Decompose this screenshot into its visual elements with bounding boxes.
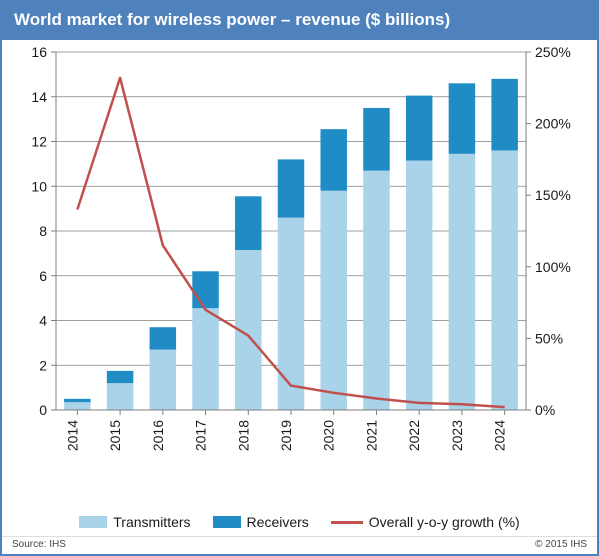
legend-swatch-receivers	[213, 516, 241, 528]
svg-text:2016: 2016	[150, 420, 166, 451]
svg-text:16: 16	[31, 44, 47, 60]
svg-text:6: 6	[39, 268, 47, 284]
chart-title: World market for wireless power – revenu…	[2, 2, 597, 40]
svg-text:8: 8	[39, 223, 47, 239]
svg-text:2022: 2022	[406, 420, 422, 451]
svg-text:0: 0	[39, 402, 47, 418]
svg-text:200%: 200%	[535, 116, 571, 132]
svg-text:4: 4	[39, 313, 47, 329]
chart-footer: Source: IHS © 2015 IHS	[2, 536, 597, 554]
chart-svg: 0 2 4 6 8 10 12 14 16 0% 50% 100% 150% 200% 250% 2014 20…	[2, 40, 597, 472]
svg-text:2023: 2023	[449, 420, 465, 451]
chart-legend: Transmitters Receivers Overall y-o-y gro…	[2, 510, 597, 536]
svg-text:2024: 2024	[492, 420, 508, 451]
svg-text:100%: 100%	[535, 259, 571, 275]
legend-item-receivers: Receivers	[213, 514, 309, 530]
legend-swatch-transmitters	[79, 516, 107, 528]
legend-item-transmitters: Transmitters	[79, 514, 190, 530]
svg-text:2: 2	[39, 357, 47, 373]
legend-label-receivers: Receivers	[247, 514, 309, 530]
svg-text:12: 12	[31, 134, 47, 150]
svg-text:2020: 2020	[321, 420, 337, 451]
chart-frame: World market for wireless power – revenu…	[0, 0, 599, 556]
legend-item-growth: Overall y-o-y growth (%)	[331, 514, 520, 530]
svg-text:2015: 2015	[107, 420, 123, 451]
svg-text:50%: 50%	[535, 330, 563, 346]
legend-label-growth: Overall y-o-y growth (%)	[369, 514, 520, 530]
svg-text:250%: 250%	[535, 44, 571, 60]
footer-source: Source: IHS	[12, 539, 66, 550]
svg-text:0%: 0%	[535, 402, 555, 418]
svg-text:2021: 2021	[363, 420, 379, 451]
svg-text:2017: 2017	[193, 420, 209, 451]
svg-text:2019: 2019	[278, 420, 294, 451]
chart-plot-area: 0 2 4 6 8 10 12 14 16 0% 50% 100% 150% 200% 250% 2014 20…	[2, 40, 597, 510]
svg-text:2018: 2018	[235, 420, 251, 451]
footer-copyright: © 2015 IHS	[535, 539, 587, 550]
svg-text:10: 10	[31, 178, 47, 194]
legend-label-transmitters: Transmitters	[113, 514, 190, 530]
svg-text:14: 14	[31, 89, 47, 105]
svg-text:2014: 2014	[64, 420, 80, 451]
svg-text:150%: 150%	[535, 187, 571, 203]
legend-swatch-growth	[331, 521, 363, 524]
